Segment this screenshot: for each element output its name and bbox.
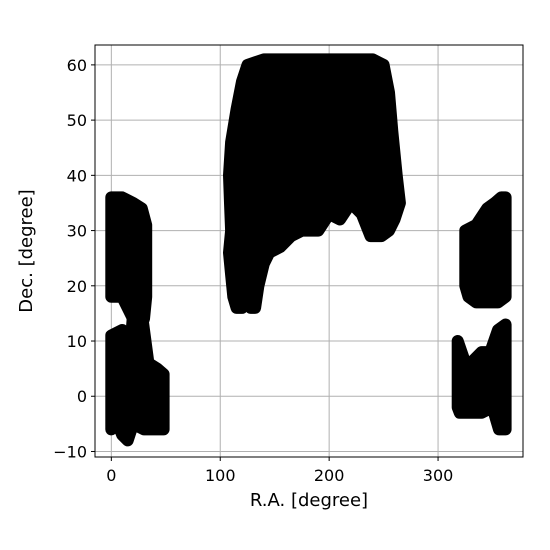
y-axis: −10 0 10 20 30 40 50 60 — [53, 56, 95, 461]
y-tick-label: 20 — [67, 277, 87, 296]
data-point-cluster — [459, 191, 512, 309]
x-axis: 0 100 200 300 — [106, 457, 453, 485]
axes-frame — [94, 44, 524, 458]
x-tick-label: 300 — [423, 466, 454, 485]
data-point-cluster — [451, 318, 512, 436]
data-point-cluster — [105, 307, 170, 447]
y-tick-label: 40 — [67, 166, 87, 185]
x-tick-label: 0 — [106, 466, 116, 485]
x-tick-label: 200 — [314, 466, 345, 485]
y-tick-label: 30 — [67, 222, 87, 241]
y-tick-label: 50 — [67, 111, 87, 130]
data-point-cluster — [223, 53, 406, 314]
data-layer — [105, 53, 512, 447]
y-tick-label: 60 — [67, 56, 87, 75]
y-tick-label: 0 — [77, 387, 87, 406]
y-axis-label: Dec. [degree] — [16, 189, 37, 312]
x-axis-label: R.A. [degree] — [250, 490, 368, 511]
x-tick-label: 100 — [205, 466, 236, 485]
data-point-cluster — [105, 191, 153, 325]
y-tick-label: 10 — [67, 332, 87, 351]
y-tick-label: −10 — [53, 442, 87, 461]
